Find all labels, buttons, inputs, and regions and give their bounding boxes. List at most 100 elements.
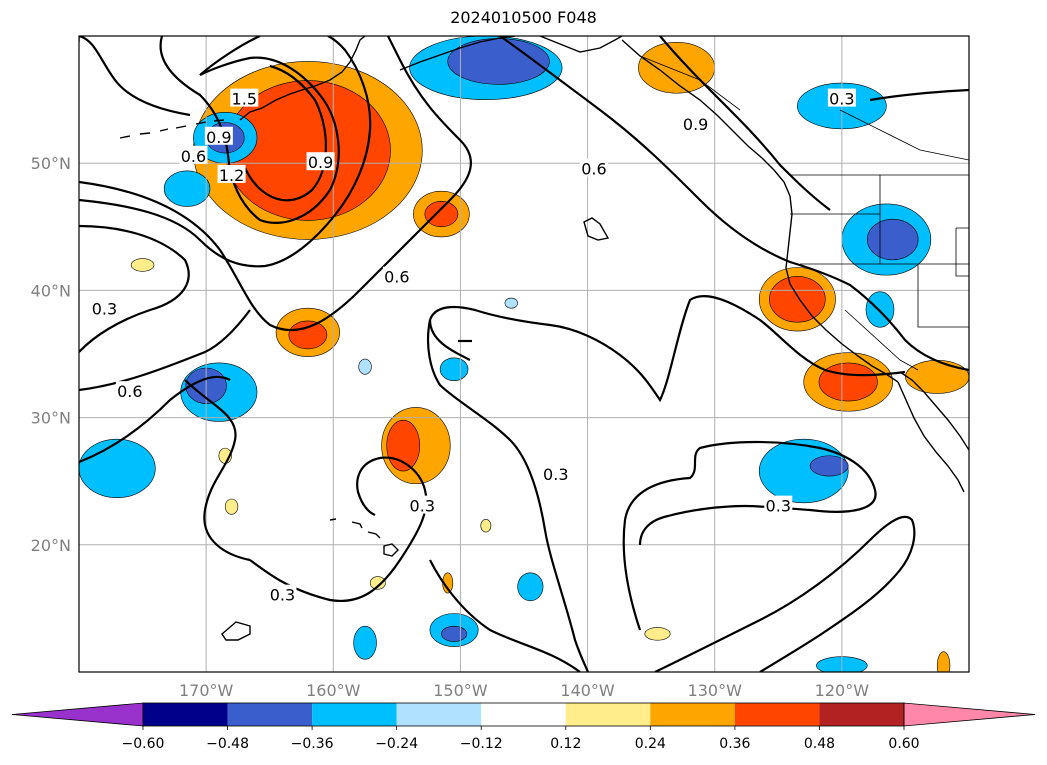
colorbar-tick-label: −0.48 [206,736,249,752]
contour-line [79,375,231,464]
contour-label-background [764,495,793,514]
colorbar-segment [312,703,397,726]
contour-label: 0.9 [308,153,333,172]
longitude-tick-label: 140°W [560,681,615,700]
contour-label: 0.6 [117,382,142,401]
colorbar-over-arrow [903,702,1036,727]
contour-line [159,36,340,224]
contour-label: 1.2 [219,166,244,185]
contour-label-background [115,381,144,400]
contour-label-background [827,88,856,107]
colorbar-tick-label: −0.36 [291,736,334,752]
shaded-region [809,455,849,477]
colorbar-tick-label: −0.12 [460,736,503,752]
contour-line [79,224,190,353]
contour-label-background [681,114,710,133]
colorbar-segment [819,703,904,726]
contour-label: 0.9 [683,115,708,134]
contour-labels: 1.50.91.20.90.60.90.60.60.30.60.30.30.30… [90,88,856,605]
contour-line [79,36,191,117]
baja-california-coast [897,371,969,493]
contour-layer [79,36,969,672]
shaded-region [358,358,372,375]
shaded-region [769,276,826,323]
contour-label: 0.6 [581,160,606,179]
contour-label: 0.3 [829,90,854,109]
contour-label: 1.5 [232,90,257,109]
contour-line [79,36,372,268]
contour-label-background [179,145,208,164]
shaded-region [163,170,211,207]
map-frame [78,35,970,673]
colorbar-segment [734,703,820,726]
contour-label: 0.3 [766,497,791,516]
colorbar-tick-label: 0.48 [804,736,835,752]
shaded-region [369,576,386,590]
shaded-region [758,438,849,504]
us-state-borders [790,175,969,371]
shaded-region [353,625,377,660]
contour-line [869,88,969,102]
shaded-region [288,320,328,350]
contour-line [426,319,590,672]
colorbar-segment [396,703,482,726]
contour-line [499,36,969,372]
contour-label: 0.3 [270,586,295,605]
contour-label-background [90,298,119,317]
latitude-tick-label: 50°N [31,154,71,173]
latitude-ticks: 50°N 40°N 30°N 20°N [31,154,71,555]
contour-line [428,295,906,403]
colorbar: −0.60 −0.48 −0.36 −0.24 −0.12 0.12 0.24 0.36 0.4… [11,702,1036,752]
latitude-tick-label: 30°N [31,409,71,428]
colorbar-frame [142,702,905,727]
colorbar-tick-label: −0.60 [122,736,165,752]
contour-line [184,379,251,562]
colorbar-tick-label: −0.24 [375,736,418,752]
shaded-region [866,218,919,261]
longitude-tick-label: 130°W [688,681,743,700]
shaded-region [936,651,951,672]
contour-label-background [408,495,437,514]
contour-label-background [306,152,335,171]
contour-label: 0.3 [92,299,117,318]
hawaiian-islands [329,518,399,557]
longitude-tick-label: 170°W [179,681,234,700]
us-west-coast [785,195,899,383]
shaded-region [644,627,671,641]
contour-label-background [382,266,411,285]
contour-label-background [268,584,297,603]
colorbar-segment [650,703,735,726]
colorbar-under-arrow [11,702,144,727]
shaded-region [439,357,469,382]
shaded-region [424,201,459,228]
contour-label: 0.3 [410,497,435,516]
shaded-region [638,42,716,94]
colorbar-segment [143,703,228,726]
contour-label: 0.6 [384,268,409,287]
map-title: 2024010500 F048 [450,8,597,27]
shaded-region [130,258,155,272]
contour-label-background [217,164,246,183]
contour-label: 0.6 [181,147,206,166]
contour-label-background [204,126,233,145]
shaded-region [441,625,468,642]
colorbar-tick-label: 0.12 [550,736,581,752]
contour-label-background [541,463,570,482]
contour-line [622,440,877,631]
longitude-ticks: 170°W 160°W 150°W 140°W 130°W 120°W [179,681,869,700]
latitude-tick-label: 20°N [31,536,71,555]
british-columbia-coast [621,39,791,197]
alaska-peninsula-coast [79,36,366,121]
contour-label: 0.3 [543,465,568,484]
shaded-region [480,519,492,533]
colorbar-tick-label: 0.24 [635,736,666,752]
colorbar-tick-label: 0.60 [888,736,919,752]
shaded-region [818,362,878,402]
shaded-region [517,572,544,602]
contour-label: 0.9 [206,128,231,147]
contour-line [429,559,581,672]
latitude-tick-label: 40°N [31,281,71,300]
colorbar-segment [227,703,313,726]
colorbar-tick-label: 0.36 [719,736,750,752]
